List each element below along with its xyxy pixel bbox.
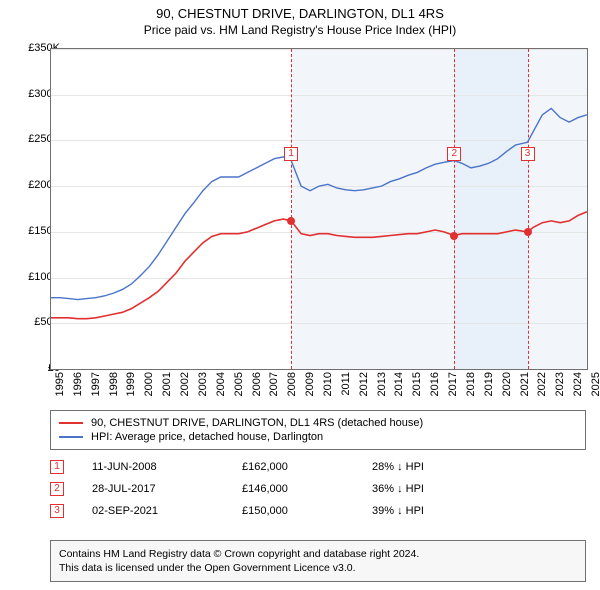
legend-label: HPI: Average price, detached house, Darl…	[91, 431, 323, 443]
page-root: 90, CHESTNUT DRIVE, DARLINGTON, DL1 4RS …	[0, 0, 600, 590]
sales-row: 3 02-SEP-2021£150,00039% ↓ HPI	[50, 500, 586, 522]
x-tick-label: 2008	[286, 372, 298, 396]
x-tick-label: 2004	[215, 372, 227, 396]
attribution-footer: Contains HM Land Registry data © Crown c…	[50, 540, 586, 582]
x-tick-label: 2025	[590, 372, 600, 396]
x-tick-label: 2017	[447, 372, 459, 396]
x-tick-label: 2002	[179, 372, 191, 396]
sale-dot	[524, 228, 532, 236]
sales-row-date: 28-JUL-2017	[92, 483, 242, 495]
sale-dot	[287, 217, 295, 225]
series-line-property	[51, 212, 587, 319]
sales-row-price: £162,000	[242, 461, 372, 473]
x-tick-label: 2015	[411, 372, 423, 396]
sales-row-price: £150,000	[242, 505, 372, 517]
sales-row: 1 11-JUN-2008£162,00028% ↓ HPI	[50, 456, 586, 478]
sales-row-marker: 1	[50, 460, 64, 474]
x-tick-label: 2006	[251, 372, 263, 396]
x-tick-label: 1997	[90, 372, 102, 396]
x-tick-label: 2012	[358, 372, 370, 396]
title-address: 90, CHESTNUT DRIVE, DARLINGTON, DL1 4RS	[0, 6, 600, 21]
legend-item: 90, CHESTNUT DRIVE, DARLINGTON, DL1 4RS …	[59, 417, 577, 429]
chart-svg	[51, 49, 587, 369]
x-tick-label: 2003	[197, 372, 209, 396]
x-tick-label: 1998	[108, 372, 120, 396]
x-tick-label: 2021	[519, 372, 531, 396]
x-tick-label: 2010	[322, 372, 334, 396]
sales-row-diff: 36% ↓ HPI	[372, 483, 492, 495]
sales-table: 1 11-JUN-2008£162,00028% ↓ HPI 2 28-JUL-201…	[50, 456, 586, 522]
x-tick-label: 1999	[125, 372, 137, 396]
chart-plot-area: 1 2 3	[50, 48, 588, 370]
x-tick-label: 2007	[268, 372, 280, 396]
legend-box: 90, CHESTNUT DRIVE, DARLINGTON, DL1 4RS …	[50, 410, 586, 450]
legend-swatch	[59, 436, 83, 438]
x-tick-label: 2022	[536, 372, 548, 396]
sales-row-price: £146,000	[242, 483, 372, 495]
x-tick-label: 2019	[483, 372, 495, 396]
legend-label: 90, CHESTNUT DRIVE, DARLINGTON, DL1 4RS …	[91, 417, 423, 429]
sales-row-marker: 2	[50, 482, 64, 496]
x-tick-label: 2011	[340, 372, 352, 396]
x-tick-label: 1996	[72, 372, 84, 396]
sale-marker-box: 3	[521, 147, 535, 161]
sale-dot	[450, 232, 458, 240]
chart-titles: 90, CHESTNUT DRIVE, DARLINGTON, DL1 4RS …	[0, 0, 600, 37]
x-tick-label: 2020	[501, 372, 513, 396]
series-line-hpi	[51, 108, 587, 299]
legend-item: HPI: Average price, detached house, Darl…	[59, 431, 577, 443]
footer-line-1: Contains HM Land Registry data © Crown c…	[59, 547, 577, 561]
x-tick-label: 2024	[572, 372, 584, 396]
x-tick-label: 2016	[429, 372, 441, 396]
sales-row: 2 28-JUL-2017£146,00036% ↓ HPI	[50, 478, 586, 500]
x-tick-label: 1995	[54, 372, 66, 396]
x-tick-label: 2014	[393, 372, 405, 396]
sales-row-marker: 3	[50, 504, 64, 518]
sale-marker-box: 1	[284, 147, 298, 161]
x-tick-label: 2023	[554, 372, 566, 396]
title-subtitle: Price paid vs. HM Land Registry's House …	[0, 23, 600, 37]
x-tick-label: 2000	[143, 372, 155, 396]
legend-swatch	[59, 422, 83, 424]
footer-line-2: This data is licensed under the Open Gov…	[59, 561, 577, 575]
x-tick-label: 2018	[465, 372, 477, 396]
x-tick-label: 2001	[161, 372, 173, 396]
x-tick-label: 2013	[376, 372, 388, 396]
sales-row-diff: 39% ↓ HPI	[372, 505, 492, 517]
sales-row-date: 02-SEP-2021	[92, 505, 242, 517]
sales-row-date: 11-JUN-2008	[92, 461, 242, 473]
sale-marker-box: 2	[447, 147, 461, 161]
x-tick-label: 2005	[233, 372, 245, 396]
sales-row-diff: 28% ↓ HPI	[372, 461, 492, 473]
x-tick-label: 2009	[304, 372, 316, 396]
